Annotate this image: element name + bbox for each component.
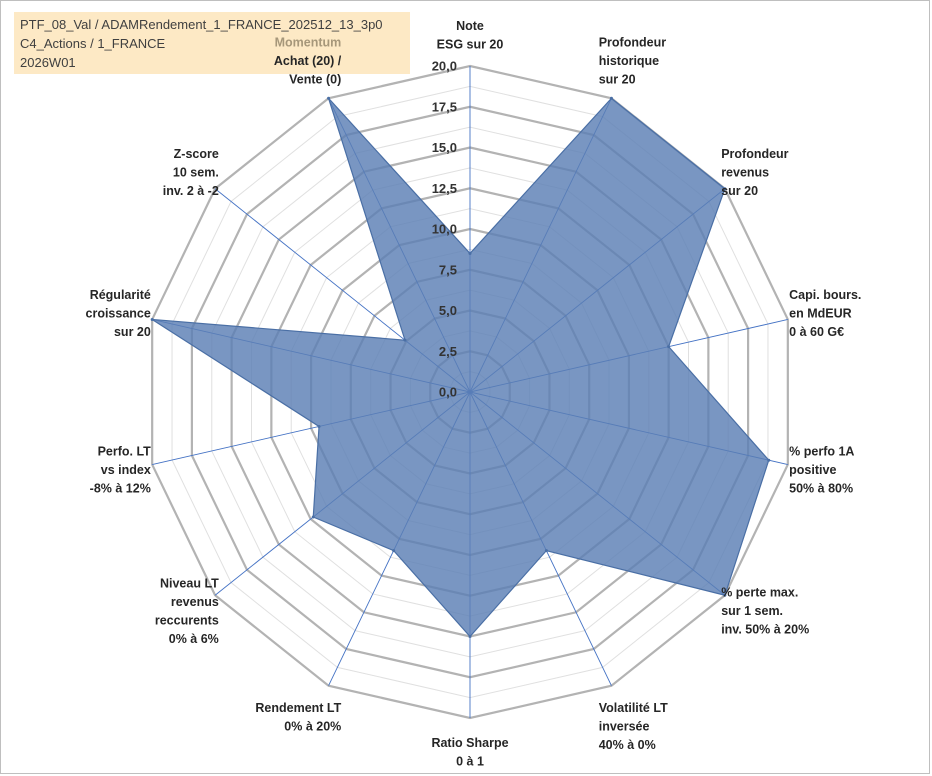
axis-label: historique [599, 54, 659, 68]
data-point [327, 96, 331, 100]
data-point [317, 424, 321, 428]
axis-label: Vente (0) [289, 72, 341, 86]
axis-label: revenus [721, 165, 769, 179]
axis-label: inv. 50% à 20% [721, 623, 809, 637]
axis-label: ESG sur 20 [437, 38, 504, 52]
tick-label: 20,0 [432, 59, 457, 74]
axis-label: % perte max. [721, 586, 798, 600]
data-point [723, 187, 727, 191]
portfolio-id: PTF_08_Val / ADAMRendement_1_FRANCE_2025… [20, 17, 383, 32]
tick-label: 12,5 [432, 181, 457, 196]
axis-label: Profondeur [599, 35, 666, 49]
data-point [468, 251, 472, 255]
tick-label: 5,0 [439, 303, 457, 318]
axis-label: Niveau LT [160, 576, 219, 590]
area-layer [150, 96, 771, 638]
axis-label: 0 à 1 [456, 755, 484, 769]
axis-label: Régularité [90, 288, 151, 302]
axis-label: 10 sem. [173, 165, 219, 179]
data-point [544, 549, 548, 553]
data-point [403, 338, 407, 342]
axis-label: croissance [86, 306, 151, 320]
axis-label: Rendement LT [255, 701, 341, 715]
axis-label: 0 à 60 G€ [789, 325, 844, 339]
axis-label: sur 20 [599, 72, 636, 86]
axis-label: sur 20 [721, 184, 758, 198]
tick-label: 10,0 [432, 222, 457, 237]
tick-label: 0,0 [439, 385, 457, 400]
axis-label: revenus [171, 595, 219, 609]
tick-label: 7,5 [439, 262, 457, 277]
week-label: 2026W01 [20, 55, 76, 70]
axis-label: 0% à 20% [284, 720, 341, 734]
axis-label: Momentum [275, 35, 342, 49]
tick-label: 17,5 [432, 99, 457, 114]
axis-label: -8% à 12% [90, 482, 151, 496]
axis-label: Note [456, 19, 484, 33]
axis-label: reccurents [155, 613, 219, 627]
axis-label: en MdEUR [789, 306, 852, 320]
axis-label: Volatilité LT [599, 701, 668, 715]
data-point [392, 549, 396, 553]
data-point [311, 515, 315, 519]
axis-label: Perfo. LT [98, 445, 152, 459]
data-point [609, 96, 613, 100]
axis-label: 0% à 6% [169, 632, 219, 646]
tick-label: 15,0 [432, 140, 457, 155]
axis-label: Capi. bours. [789, 288, 861, 302]
data-point [767, 458, 771, 462]
axis-label: Z-score [174, 147, 219, 161]
portfolio-info-box: PTF_08_Val / ADAMRendement_1_FRANCE_2025… [14, 12, 410, 74]
axis-label: inv. 2 à -2 [163, 184, 219, 198]
label-layer: Note ESG sur 20 Profondeur historique sur 20… [86, 19, 862, 769]
tick-layer: 0,0 2,5 5,0 7,5 10,0 12,5 15,0 17,5 20,0 [432, 59, 457, 400]
tick-label: 2,5 [439, 344, 457, 359]
data-point [150, 317, 154, 321]
axis-label: sur 1 sem. [721, 604, 783, 618]
axis-label: positive [789, 463, 836, 477]
axis-label: 40% à 0% [599, 738, 656, 752]
data-point [468, 635, 472, 638]
data-point [667, 345, 671, 349]
axis-label: Profondeur [721, 147, 788, 161]
axis-label: % perfo 1A [789, 445, 854, 459]
axis-label: Ratio Sharpe [431, 736, 508, 750]
axis-label: vs index [101, 463, 151, 477]
data-point [723, 593, 727, 597]
axis-label: sur 20 [114, 325, 151, 339]
axis-label: 50% à 80% [789, 482, 853, 496]
asset-class: C4_Actions / 1_FRANCE [20, 36, 166, 51]
data-area [151, 97, 770, 638]
axis-label: inversée [599, 720, 650, 734]
axis-label: Achat (20) / [274, 54, 342, 68]
